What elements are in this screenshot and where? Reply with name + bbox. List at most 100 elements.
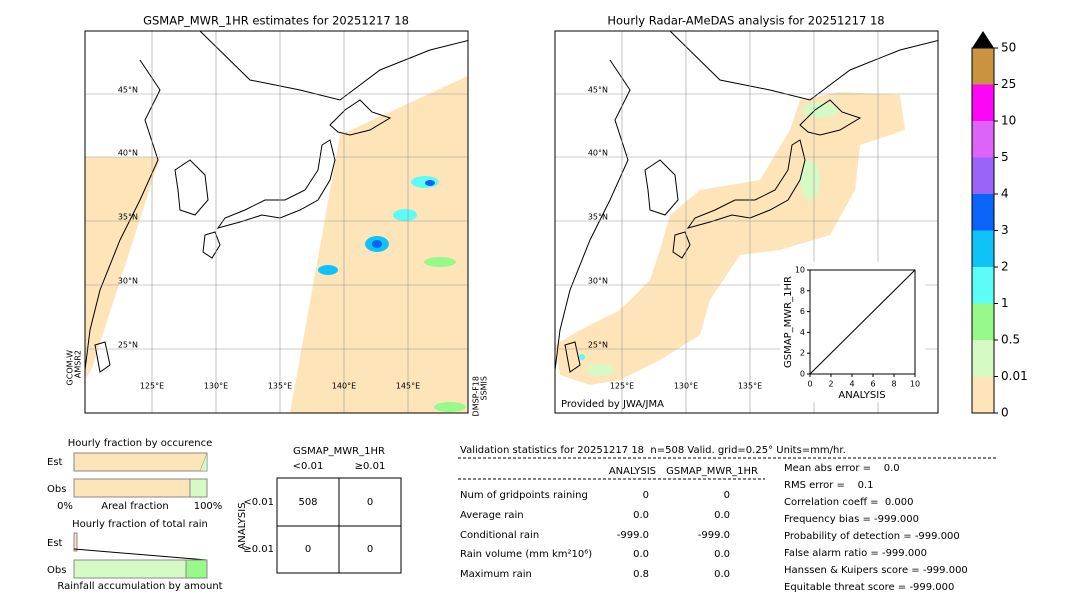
- left-map-frame: [84, 30, 469, 414]
- cell: 0: [305, 544, 311, 555]
- lat-label: 45°N: [588, 86, 608, 95]
- colorbar-extend: [972, 31, 994, 48]
- colorbar-tick-label: 2: [1001, 260, 1009, 274]
- lat-label: 30°N: [588, 277, 608, 286]
- cell: 0.0: [714, 549, 730, 560]
- colorbar-tick-label: 0.5: [1001, 333, 1020, 347]
- cell: 508: [298, 497, 317, 508]
- colorbar-tick-label: 4: [1001, 187, 1009, 201]
- row-label: Num of gridpoints raining: [460, 490, 588, 501]
- est-bar: [73, 452, 208, 472]
- est-line: [73, 548, 208, 561]
- x-tick-label: 4: [849, 380, 854, 389]
- x-tick-label: 10: [910, 380, 920, 389]
- obs-bar: [73, 559, 187, 579]
- colorbar-segment: [972, 340, 994, 377]
- lon-label: 135°E: [268, 382, 292, 391]
- score: Frequency bias = -999.000: [784, 514, 919, 525]
- left-map-body: [85, 31, 468, 413]
- x-label: Areal fraction: [101, 501, 168, 512]
- score: Correlation coeff = 0.000: [784, 497, 914, 508]
- cell: 0: [367, 544, 373, 555]
- occurrence-title: Hourly fraction by occurence: [68, 438, 212, 449]
- validation-header: Validation statistics for 20251217 18 n=…: [460, 445, 846, 456]
- row-label: Obs: [47, 484, 66, 495]
- lat-label: 35°N: [118, 213, 138, 222]
- colorbar-tick-label: 1: [1001, 296, 1009, 310]
- cell: 0: [367, 497, 373, 508]
- row-title: ANALYSIS: [237, 502, 248, 549]
- colorbar-tick-label: 3: [1001, 223, 1009, 237]
- lat-label: 40°N: [588, 149, 608, 158]
- y-tick-label: 2: [800, 349, 805, 358]
- cell: 0.8: [633, 569, 649, 580]
- cell: 0.0: [714, 569, 730, 580]
- colorbar-segment: [972, 267, 994, 304]
- col-header: ≥0.01: [355, 461, 386, 472]
- sensor-label: SSMIS: [480, 376, 489, 401]
- cell: 0.0: [714, 510, 730, 521]
- row-header: ≥0.01: [243, 544, 274, 555]
- col-header: <0.01: [293, 461, 324, 472]
- col-header: GSMAP_MWR_1HR: [666, 466, 758, 477]
- colorbar-tick-label: 10: [1001, 114, 1016, 128]
- row-label: Est: [47, 457, 63, 468]
- cell: 0: [724, 490, 730, 501]
- x-label: Rainfall accumulation by amount: [57, 581, 222, 592]
- lat-label: 40°N: [118, 149, 138, 158]
- lon-label: 140°E: [332, 382, 356, 391]
- cell: -999.0: [617, 530, 649, 541]
- obs-bar: [73, 478, 191, 498]
- sensor-label: DMSP-F18: [472, 376, 481, 416]
- obs-bar-part: [185, 559, 208, 579]
- colorbar-segment: [972, 157, 994, 194]
- row-label: Conditional rain: [460, 530, 539, 541]
- inset-ylabel: GSMAP_MWR_1HR: [783, 276, 794, 368]
- est-bar-part: [199, 452, 208, 472]
- x-tick-label: 0: [807, 380, 812, 389]
- lon-label: 130°E: [674, 382, 698, 391]
- lat-label: 30°N: [118, 277, 138, 286]
- sensor-label: AMSR2: [74, 350, 83, 378]
- x-tick-label: 8: [891, 380, 896, 389]
- cell: -999.0: [698, 530, 730, 541]
- x-right: 100%: [194, 501, 223, 512]
- lon-label: 135°E: [738, 382, 762, 391]
- lat-label: 25°N: [588, 341, 608, 350]
- left-map-title: GSMAP_MWR_1HR estimates for 20251217 18: [143, 14, 409, 28]
- colorbar-segment: [972, 48, 994, 85]
- colorbar-segment: [972, 303, 994, 340]
- cell: 0.0: [633, 510, 649, 521]
- lon-label: 125°E: [610, 382, 634, 391]
- colorbar-tick-label: 0: [1001, 406, 1009, 420]
- row-label: Rain volume (mm km²10⁶): [460, 549, 592, 560]
- table-title: GSMAP_MWR_1HR: [293, 446, 385, 457]
- lat-label: 25°N: [118, 341, 138, 350]
- y-tick-label: 0: [800, 370, 805, 379]
- y-tick-label: 4: [800, 328, 805, 337]
- lat-label: 35°N: [588, 213, 608, 222]
- total-rain-title: Hourly fraction of total rain: [72, 519, 208, 530]
- colorbar-segment: [972, 84, 994, 121]
- row-label: Average rain: [460, 510, 524, 521]
- x-tick-label: 2: [828, 380, 833, 389]
- colorbar-tick-label: 50: [1001, 41, 1016, 55]
- row-header: <0.01: [243, 497, 274, 508]
- y-tick-label: 6: [800, 307, 805, 316]
- row-label: Est: [47, 538, 63, 549]
- score: Equitable threat score = -999.000: [784, 582, 954, 593]
- col-header: ANALYSIS: [609, 466, 656, 477]
- score: Mean abs error = 0.0: [784, 463, 900, 474]
- diagonal: [809, 269, 916, 375]
- y-tick-label: 8: [800, 286, 805, 295]
- sensor-label: GCOM-W: [66, 350, 75, 386]
- inset-frame: [809, 269, 916, 375]
- score: RMS error = 0.1: [784, 480, 874, 491]
- colorbar-tick-label: 5: [1001, 150, 1009, 164]
- score: False alarm ratio = -999.000: [784, 548, 927, 559]
- cell: 0.0: [633, 549, 649, 560]
- inset-xlabel: ANALYSIS: [838, 390, 885, 401]
- row-label: Maximum rain: [460, 569, 532, 580]
- cell: 0: [643, 490, 649, 501]
